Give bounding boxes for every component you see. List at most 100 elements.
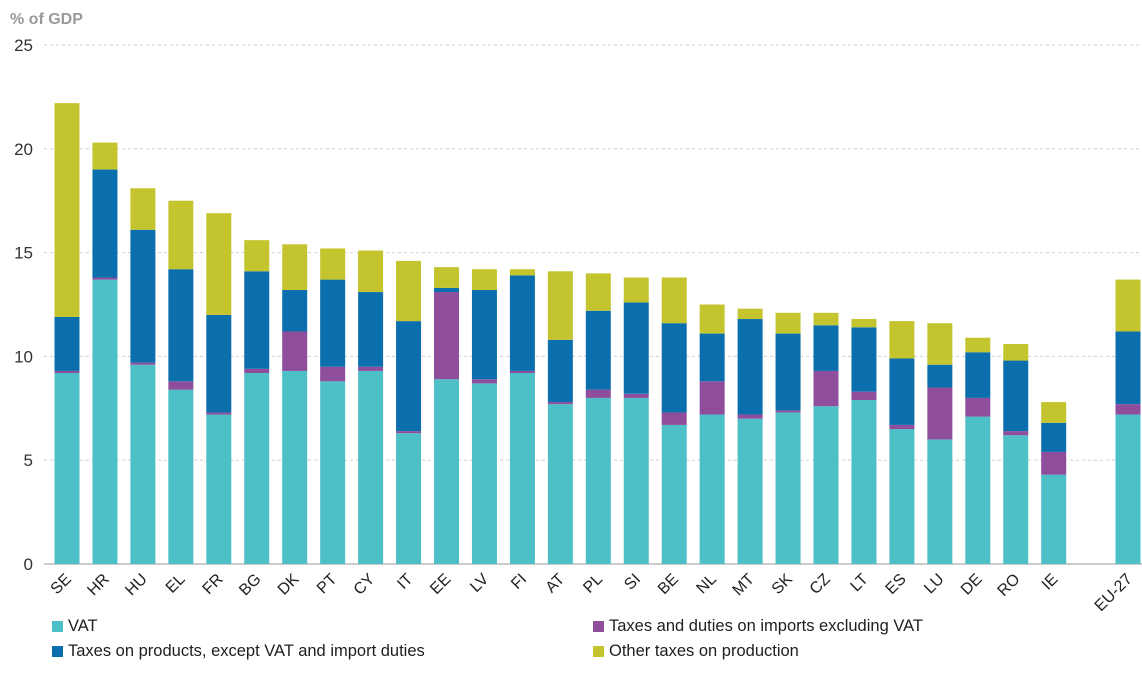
bar-segment xyxy=(1003,343,1029,361)
bar-segment xyxy=(851,327,877,392)
bar-segment xyxy=(282,289,308,332)
bar-segment xyxy=(851,391,877,400)
y-tick-label: 20 xyxy=(14,140,33,159)
bar-segment xyxy=(775,410,801,413)
bar-segment xyxy=(737,414,763,419)
bar-segment xyxy=(396,321,422,432)
x-tick-label: CY xyxy=(351,571,379,599)
bar-segment xyxy=(661,424,687,564)
bar-segment xyxy=(396,431,422,434)
bar-segment xyxy=(775,333,801,411)
bar-segment xyxy=(130,229,156,363)
bar-segment xyxy=(509,275,535,371)
bar-segment xyxy=(927,323,953,365)
bar-segment xyxy=(661,412,687,425)
bar-segment xyxy=(244,240,270,272)
bar-segment xyxy=(358,366,384,371)
x-tick-label: FR xyxy=(200,571,227,598)
bar-segment xyxy=(965,416,991,564)
bar-segment xyxy=(434,292,459,380)
bar-segment xyxy=(471,269,497,290)
bar-segment xyxy=(509,373,535,564)
bar-segment xyxy=(1115,331,1141,405)
x-tick-label: EE xyxy=(427,571,454,598)
bar-segment xyxy=(623,277,649,303)
bar-segment xyxy=(851,319,877,328)
bar-segment xyxy=(699,381,725,415)
x-tick-label: IT xyxy=(394,571,416,593)
bar-segment xyxy=(168,381,194,390)
x-tick-label: LT xyxy=(847,571,872,596)
x-tick-label: HU xyxy=(122,571,150,599)
x-tick-label: DE xyxy=(958,571,986,599)
x-tick-label: IE xyxy=(1039,571,1062,594)
x-tick-label: ES xyxy=(883,571,910,598)
bar-segment xyxy=(585,397,611,564)
x-tick-label: SE xyxy=(48,571,75,598)
bar-segment xyxy=(92,142,118,170)
bar-segment xyxy=(775,312,801,334)
bar-segment xyxy=(244,368,270,374)
x-tick-label: LU xyxy=(921,571,947,597)
bar-segment xyxy=(206,414,232,564)
bar-segment xyxy=(54,373,80,564)
bar-segment xyxy=(1003,360,1029,432)
bar-segment xyxy=(737,308,763,320)
bar-segment xyxy=(1041,451,1067,475)
x-tick-label: BG xyxy=(236,571,264,599)
bar-segment xyxy=(434,287,459,293)
x-tick-label: RO xyxy=(995,571,1024,600)
bar-segment xyxy=(927,387,953,440)
bar-segment xyxy=(168,389,194,564)
bar-segment xyxy=(92,277,118,280)
bar-segment xyxy=(434,379,459,564)
bar-segment xyxy=(737,418,763,564)
bar-segment xyxy=(320,381,346,564)
bar-segment xyxy=(547,402,573,405)
bar-segment xyxy=(699,304,725,334)
x-tick-label: SK xyxy=(769,571,796,598)
x-tick-label: FI xyxy=(508,571,530,593)
x-tick-label: AT xyxy=(543,571,569,597)
bar-segment xyxy=(244,271,270,369)
bar-segment xyxy=(396,433,422,564)
bar-segment xyxy=(130,188,156,230)
bar-segment xyxy=(585,389,611,398)
bar-segment xyxy=(54,103,80,317)
bar-segment xyxy=(623,393,649,398)
bar-segment xyxy=(206,213,232,315)
bar-segment xyxy=(661,323,687,413)
x-tick-label: DK xyxy=(275,571,303,599)
bar-segment xyxy=(130,364,156,564)
bar-segment xyxy=(889,424,915,430)
bar-segment xyxy=(889,321,915,359)
bar-segment xyxy=(1115,404,1141,415)
bar-segment xyxy=(889,429,915,564)
bar-segment xyxy=(320,248,346,280)
bar-segment xyxy=(244,373,270,564)
bar-segment xyxy=(206,412,232,415)
bar-segment xyxy=(1115,414,1141,564)
bar-segment xyxy=(1041,422,1067,452)
bar-segment xyxy=(927,439,953,564)
y-tick-label: 25 xyxy=(14,36,33,55)
bar-segment xyxy=(1003,431,1029,436)
bar-segment xyxy=(813,312,839,326)
bar-segment xyxy=(547,271,573,340)
x-tick-label: PL xyxy=(580,571,606,597)
x-tick-label: BE xyxy=(655,571,682,598)
bar-segment xyxy=(585,310,611,390)
bar-segment xyxy=(471,379,497,384)
bar-segment xyxy=(168,200,194,270)
bar-segment xyxy=(699,414,725,564)
bar-segment xyxy=(737,319,763,415)
x-tick-label: PT xyxy=(314,571,341,598)
y-tick-label: 0 xyxy=(24,555,33,574)
x-tick-label: MT xyxy=(730,571,759,600)
bar-segment xyxy=(509,269,535,276)
y-axis-label: % of GDP xyxy=(10,11,83,28)
bar-segment xyxy=(282,370,308,564)
x-tick-label: CZ xyxy=(807,571,834,598)
